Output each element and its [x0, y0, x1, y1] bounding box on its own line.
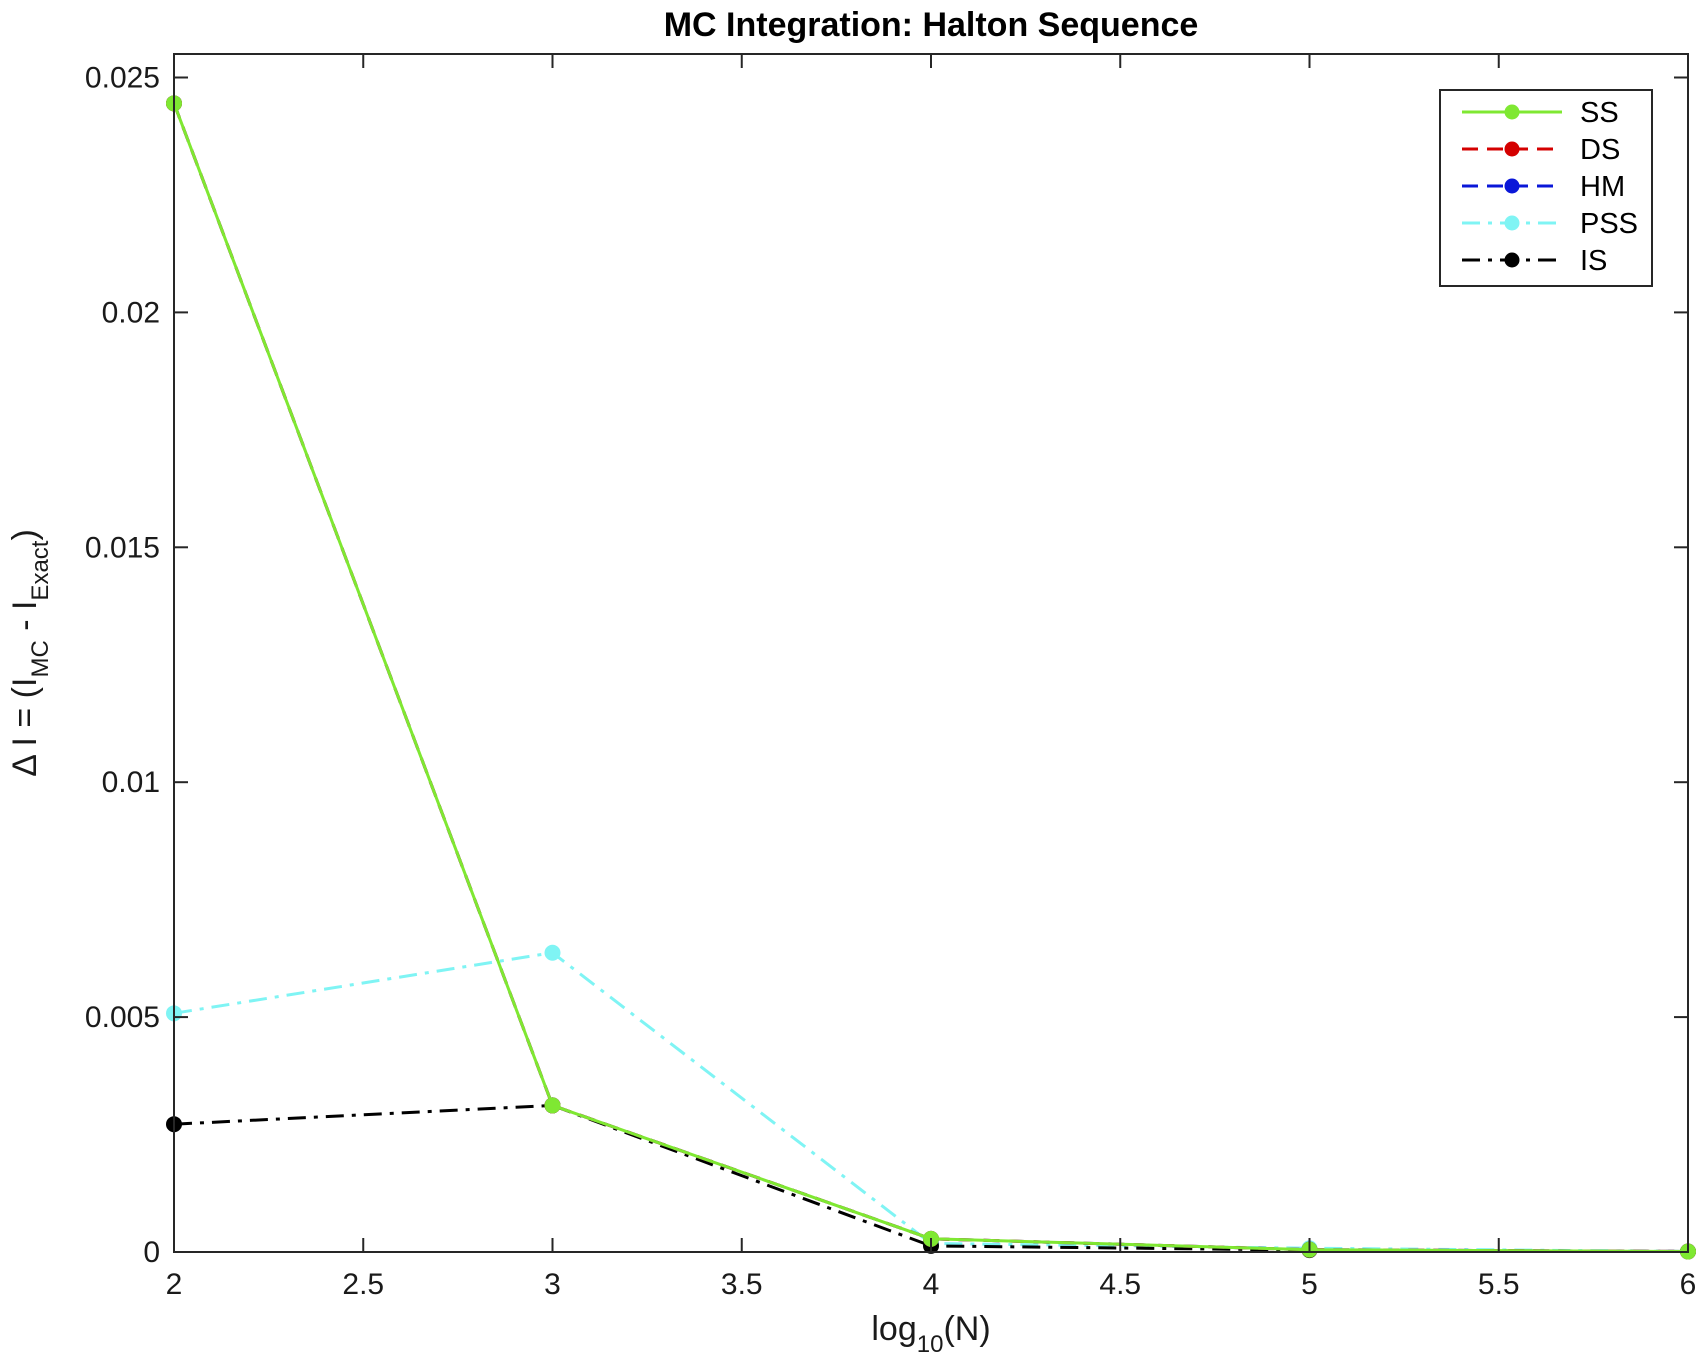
legend-label-ds: DS	[1580, 134, 1620, 166]
y-axis-label: Δ I = (IMC - IExact)	[6, 529, 54, 777]
x-axis-label-base: log	[871, 1310, 916, 1348]
y-tick-label: 0.025	[85, 61, 160, 94]
plot-area	[174, 54, 1688, 1252]
x-tick-label: 4	[923, 1268, 940, 1301]
x-tick-label: 6	[1680, 1268, 1697, 1301]
x-tick-label: 3	[544, 1268, 561, 1301]
y-tick-label: 0.015	[85, 531, 160, 564]
x-axis-label-sub: 10	[917, 1331, 944, 1358]
legend-label-ss: SS	[1580, 97, 1619, 129]
y-axis-label-mid: - I	[6, 601, 44, 641]
y-axis-label-prefix: Δ I = (I	[6, 678, 44, 777]
ticks-layer: 2 2.5 3 3.5 4 4.5 5 5.5 6 0 0.005 0.01 0.015 0.02 0.02…	[85, 54, 1696, 1301]
y-tick-label: 0.005	[85, 1001, 160, 1034]
legend: SS DS HM PSS IS	[1439, 89, 1653, 287]
legend-label-pss: PSS	[1580, 208, 1638, 240]
x-tick-label: 4.5	[1099, 1268, 1141, 1301]
chart-title: MC Integration: Halton Sequence	[664, 6, 1199, 44]
point-pss	[544, 944, 561, 961]
legend-marker-pss	[1504, 215, 1520, 231]
x-tick-label: 5.5	[1478, 1268, 1520, 1301]
series-line-pss	[173, 951, 1689, 1253]
y-tick-label: 0.01	[102, 766, 160, 799]
legend-box	[1439, 89, 1653, 287]
x-tick-label: 3.5	[721, 1268, 763, 1301]
point-ss	[544, 1097, 561, 1114]
y-tick-label: 0.02	[102, 296, 160, 329]
legend-entries: SS DS HM PSS IS	[1462, 97, 1638, 277]
y-tick-label: 0	[143, 1236, 160, 1269]
x-axis-label: log10(N)	[871, 1310, 990, 1358]
legend-marker-hm	[1504, 178, 1520, 194]
x-tick-label: 2.5	[342, 1268, 384, 1301]
x-tick-label: 2	[166, 1268, 183, 1301]
legend-marker-is	[1504, 252, 1520, 268]
x-tick-label: 5	[1301, 1268, 1318, 1301]
y-axis-label-sub1: MC	[27, 640, 54, 677]
x-axis-label-rest: (N)	[943, 1310, 990, 1348]
legend-label-is: IS	[1580, 245, 1607, 277]
legend-marker-ss	[1504, 104, 1520, 120]
legend-label-hm: HM	[1580, 171, 1625, 203]
legend-marker-ds	[1504, 141, 1520, 157]
y-axis-label-sub2: Exact	[27, 540, 54, 600]
y-axis-label-suffix: )	[6, 529, 44, 540]
